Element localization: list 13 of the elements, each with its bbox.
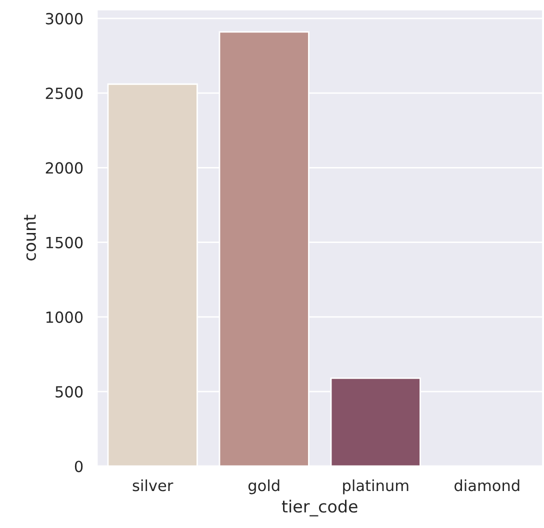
y-tick-label: 2000 xyxy=(46,162,83,174)
y-tick-label: 2500 xyxy=(46,88,83,100)
y-tick-label: 500 xyxy=(56,386,83,398)
x-tick-label: gold xyxy=(248,479,280,494)
y-tick-label: 0 xyxy=(74,460,83,472)
x-tick-label: silver xyxy=(132,479,174,492)
y-tick-label: 1000 xyxy=(46,311,83,323)
x-tick-label: platinum xyxy=(343,479,408,494)
x-tick-label: diamond xyxy=(454,479,520,492)
x-axis-title: tier_code xyxy=(282,500,358,516)
y-axis-title: count xyxy=(24,214,36,260)
y-tick-label: 3000 xyxy=(46,12,83,24)
y-tick-label: 1500 xyxy=(46,236,83,248)
